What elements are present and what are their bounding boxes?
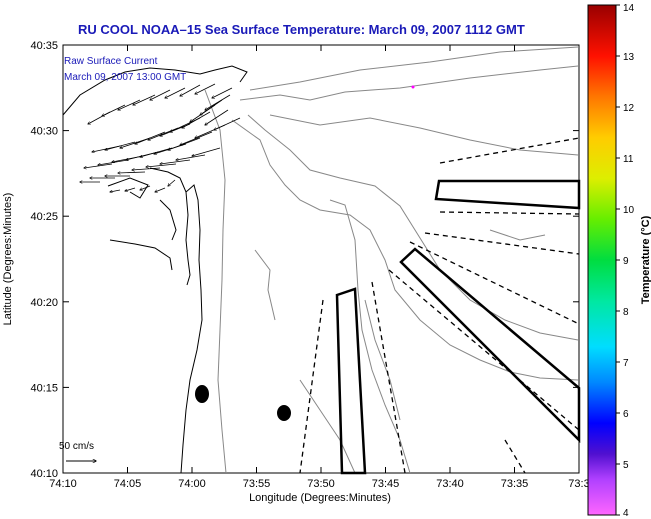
colorbar-tick-label: 8	[623, 307, 629, 318]
x-axis-label: Longitude (Degrees:Minutes)	[249, 492, 391, 504]
colorbar-tick-label: 5	[623, 460, 629, 471]
y-tick-label: 40:10	[30, 468, 58, 480]
y-axis-label: Latitude (Degrees:Minutes)	[2, 193, 14, 326]
colorbar-tick-label: 6	[623, 409, 629, 420]
colorbar-label: Temperature (°C)	[640, 215, 651, 304]
legend-line-2: March 09, 2007 13:00 GMT	[64, 72, 186, 83]
colorbar-tick-label: 11	[623, 154, 634, 165]
x-axis: 74:10 74:05 74:00 73:55 73:50 73:45 73:40 73:35…	[49, 45, 590, 490]
y-axis: 40:35 40:30 40:25 40:20 40:15 40:10	[30, 40, 579, 480]
legend-line-1: Raw Surface Current	[64, 56, 158, 67]
bathymetry-contours	[204, 46, 579, 474]
x-tick-label: 73:45	[372, 478, 400, 490]
colorbar-ticks: 14 13 12 11 10 9 8 7 6 5 4	[616, 3, 635, 519]
x-tick-label: 74:10	[49, 478, 77, 490]
current-vectors	[80, 83, 241, 192]
y-tick-label: 40:30	[30, 126, 58, 138]
colorbar-tick-label: 13	[623, 52, 635, 63]
colorbar-tick-label: 4	[623, 508, 629, 519]
station-marker	[195, 385, 209, 403]
map-title: RU COOL NOAA–15 Sea Surface Temperature:…	[78, 22, 525, 37]
station-marker	[277, 405, 291, 421]
y-tick-label: 40:25	[30, 211, 58, 223]
colorbar	[587, 4, 617, 516]
x-tick-label: 73:35	[501, 478, 529, 490]
coastline	[62, 65, 248, 474]
x-tick-label: 73:50	[307, 478, 335, 490]
scale-label: 50 cm/s	[59, 441, 94, 452]
y-tick-label: 40:20	[30, 297, 58, 309]
y-tick-label: 40:35	[30, 40, 58, 52]
colorbar-tick-label: 12	[623, 103, 635, 114]
colorbar-tick-label: 10	[623, 205, 635, 216]
plot-frame	[62, 44, 580, 474]
x-tick-label: 74:05	[114, 478, 142, 490]
x-tick-label: 73:40	[436, 478, 464, 490]
colorbar-tick-label: 14	[623, 3, 635, 14]
sst-pixel	[411, 85, 415, 89]
x-tick-label: 73:3	[568, 478, 589, 490]
x-tick-label: 73:55	[243, 478, 271, 490]
colorbar-tick-label: 9	[623, 256, 629, 267]
x-tick-label: 74:00	[178, 478, 206, 490]
radar-dashed-lines	[299, 137, 580, 474]
y-tick-label: 40:15	[30, 382, 58, 394]
colorbar-tick-label: 7	[623, 358, 629, 369]
